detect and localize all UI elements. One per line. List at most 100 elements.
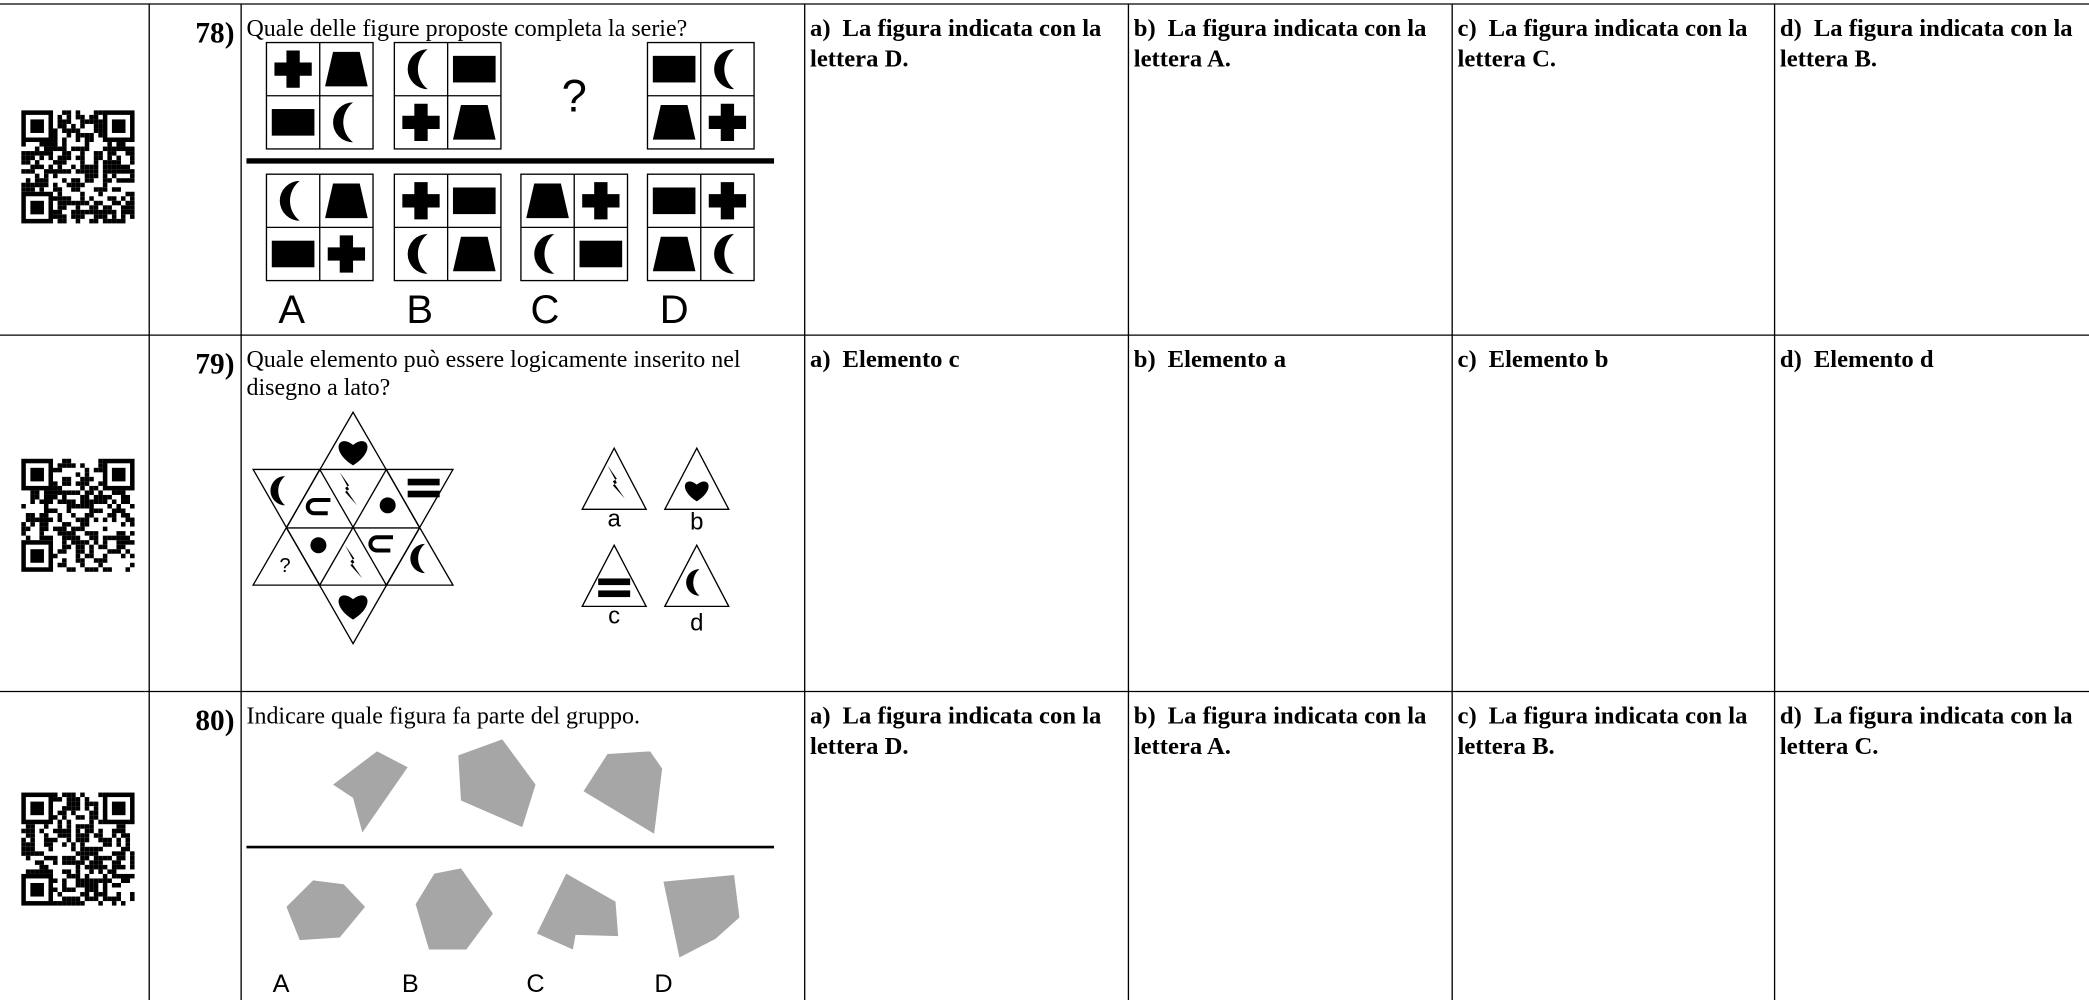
option-text: La figura indicata con la lettera A. (1133, 703, 1427, 761)
qr-module (57, 218, 63, 224)
qr-module (120, 513, 126, 518)
qr-finder (111, 119, 126, 133)
qr-module (93, 878, 99, 883)
qr-module (62, 178, 67, 183)
qr-module (21, 837, 26, 843)
qr-module (120, 824, 126, 829)
qr-module (25, 169, 31, 174)
qr-module (116, 851, 121, 856)
qr-module (125, 833, 131, 838)
qr-module (57, 562, 63, 568)
qr-module (43, 855, 49, 861)
qr-module (62, 155, 67, 161)
qr-module (125, 209, 131, 215)
qr-module (111, 209, 117, 215)
qr-code (21, 110, 135, 224)
figure-label: B (402, 970, 419, 998)
qr-module (71, 513, 76, 518)
qr-module (102, 526, 108, 532)
qr-module (75, 146, 81, 152)
qr-module (93, 499, 99, 504)
qr-module (30, 151, 35, 156)
figure-label: C (530, 288, 559, 332)
qr-module (125, 164, 131, 170)
qr-finder (21, 110, 54, 143)
dot-shape (310, 537, 327, 554)
qr-module (84, 864, 90, 870)
qr-module (107, 503, 112, 509)
qr-module (130, 851, 135, 856)
qr-module (75, 873, 81, 879)
qr-module (57, 892, 63, 897)
qr-module (62, 792, 67, 798)
qr-module (93, 200, 99, 206)
qr-module (62, 562, 67, 568)
qr-module (53, 887, 58, 893)
qr-module (75, 833, 81, 838)
cross-shape (708, 182, 747, 220)
qr-module (62, 544, 67, 550)
qr-module (111, 896, 117, 902)
qr-module (120, 878, 126, 883)
qr-module (66, 544, 72, 550)
qr-module (116, 169, 121, 174)
qr-module (80, 892, 85, 897)
heart-shape (338, 441, 368, 466)
qr-code (21, 792, 135, 906)
qr-module (107, 869, 112, 874)
option-triangle (663, 543, 730, 608)
qr-module (84, 517, 90, 523)
qr-module (62, 142, 67, 147)
qr-module (80, 169, 85, 174)
question-cell: Indicare quale figura fa parte del grupp… (246, 702, 799, 768)
qr-module (66, 869, 72, 874)
qr-module (71, 887, 76, 893)
qr-module (80, 191, 85, 197)
qr-module (66, 196, 72, 201)
qr-module (80, 214, 85, 219)
qr-module (75, 481, 81, 486)
qr-module (25, 824, 31, 829)
qr-module (111, 218, 117, 224)
star-line (385, 527, 421, 586)
qr-module (53, 187, 58, 192)
qr-module (34, 178, 40, 183)
qr-module (75, 182, 81, 188)
qr-module (116, 535, 121, 541)
qr-module (34, 182, 40, 188)
qr-module (98, 544, 103, 550)
qr-module (102, 873, 108, 879)
qr-module (89, 553, 94, 559)
qr-module (71, 806, 76, 811)
qr-module (66, 200, 72, 206)
qr-module (53, 508, 58, 514)
qr-module (93, 535, 99, 541)
qr-module (53, 526, 58, 532)
qr-module (25, 855, 31, 861)
qr-module (66, 901, 72, 906)
qr-module (71, 846, 76, 852)
qr-module (21, 828, 26, 834)
qr-module (80, 851, 85, 856)
qr-module (80, 878, 85, 883)
qr-module (71, 499, 76, 504)
qr-module (107, 196, 112, 201)
qr-module (98, 110, 103, 115)
qr-module (80, 182, 85, 188)
qr-module (111, 200, 117, 206)
qr-module (62, 882, 67, 888)
figure-label: A (278, 288, 305, 332)
qr-module (75, 878, 81, 883)
qr-module (89, 164, 94, 170)
qr-module (102, 178, 108, 183)
qr-module (80, 815, 85, 820)
qr-module (89, 549, 94, 554)
qr-module (107, 218, 112, 224)
qr-module (66, 833, 72, 838)
qr-module (98, 792, 103, 798)
qr-module (34, 860, 40, 865)
qr-module (93, 110, 99, 115)
qr-module (120, 499, 126, 504)
qr-module (102, 896, 108, 902)
qr-module (102, 878, 108, 883)
